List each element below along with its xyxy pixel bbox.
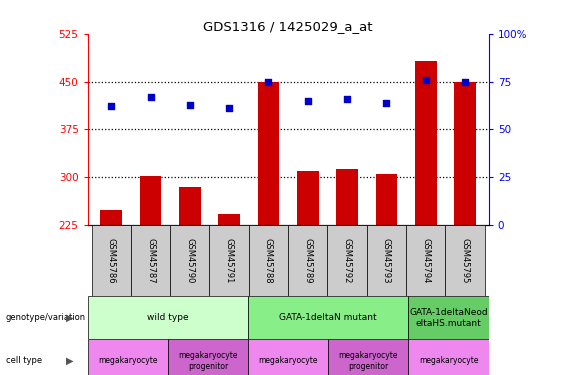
Text: GSM45792: GSM45792 — [342, 238, 351, 284]
Text: GSM45793: GSM45793 — [382, 238, 391, 284]
Point — [185, 102, 194, 108]
Bar — [218, 213, 240, 368]
Point — [460, 79, 470, 85]
Text: GSM45795: GSM45795 — [460, 238, 470, 284]
Bar — [297, 171, 319, 368]
Bar — [408, 339, 489, 375]
Text: megakaryocyte
progenitor: megakaryocyte progenitor — [178, 351, 238, 370]
Bar — [210, 225, 249, 296]
Text: megakaryocyte
progenitor: megakaryocyte progenitor — [338, 351, 398, 370]
Bar — [376, 174, 397, 368]
Text: GSM45786: GSM45786 — [107, 238, 116, 284]
Title: GDS1316 / 1425029_a_at: GDS1316 / 1425029_a_at — [203, 20, 373, 33]
Text: ▶: ▶ — [66, 356, 73, 366]
Point — [303, 98, 312, 104]
Bar — [408, 296, 489, 339]
Text: GSM45794: GSM45794 — [421, 238, 431, 284]
Bar — [336, 169, 358, 368]
Point — [107, 104, 116, 110]
Bar — [367, 225, 406, 296]
Bar — [92, 225, 131, 296]
Bar — [140, 176, 162, 368]
Bar — [88, 296, 248, 339]
Point — [382, 100, 391, 106]
Bar — [131, 225, 170, 296]
Bar — [454, 82, 476, 368]
Text: ▶: ▶ — [66, 313, 73, 323]
Bar — [101, 210, 122, 368]
Text: GATA-1deltaN mutant: GATA-1deltaN mutant — [280, 313, 377, 322]
Bar — [249, 225, 288, 296]
Bar — [288, 225, 328, 296]
Point — [264, 79, 273, 85]
Text: GSM45788: GSM45788 — [264, 238, 273, 284]
Text: GSM45790: GSM45790 — [185, 238, 194, 284]
Text: cell type: cell type — [6, 356, 42, 365]
Text: GSM45787: GSM45787 — [146, 238, 155, 284]
Bar — [406, 225, 445, 296]
Text: megakaryocyte: megakaryocyte — [419, 356, 479, 365]
Bar — [248, 339, 328, 375]
Point — [146, 94, 155, 100]
Text: GSM45791: GSM45791 — [225, 238, 234, 284]
Bar — [445, 225, 485, 296]
Bar — [328, 339, 408, 375]
Text: GATA-1deltaNeod
eltaHS.mutant: GATA-1deltaNeod eltaHS.mutant — [409, 308, 488, 327]
Point — [225, 105, 234, 111]
Text: megakaryocyte: megakaryocyte — [258, 356, 318, 365]
Bar — [258, 82, 279, 368]
Point — [342, 96, 351, 102]
Point — [421, 76, 431, 82]
Bar — [415, 61, 437, 368]
Text: GSM45789: GSM45789 — [303, 238, 312, 284]
Text: genotype/variation: genotype/variation — [6, 314, 86, 322]
Bar — [328, 225, 367, 296]
Text: megakaryocyte: megakaryocyte — [98, 356, 158, 365]
Text: wild type: wild type — [147, 313, 189, 322]
Bar — [170, 225, 210, 296]
Bar — [168, 339, 248, 375]
Bar — [248, 296, 408, 339]
Bar — [179, 188, 201, 368]
Bar — [88, 339, 168, 375]
